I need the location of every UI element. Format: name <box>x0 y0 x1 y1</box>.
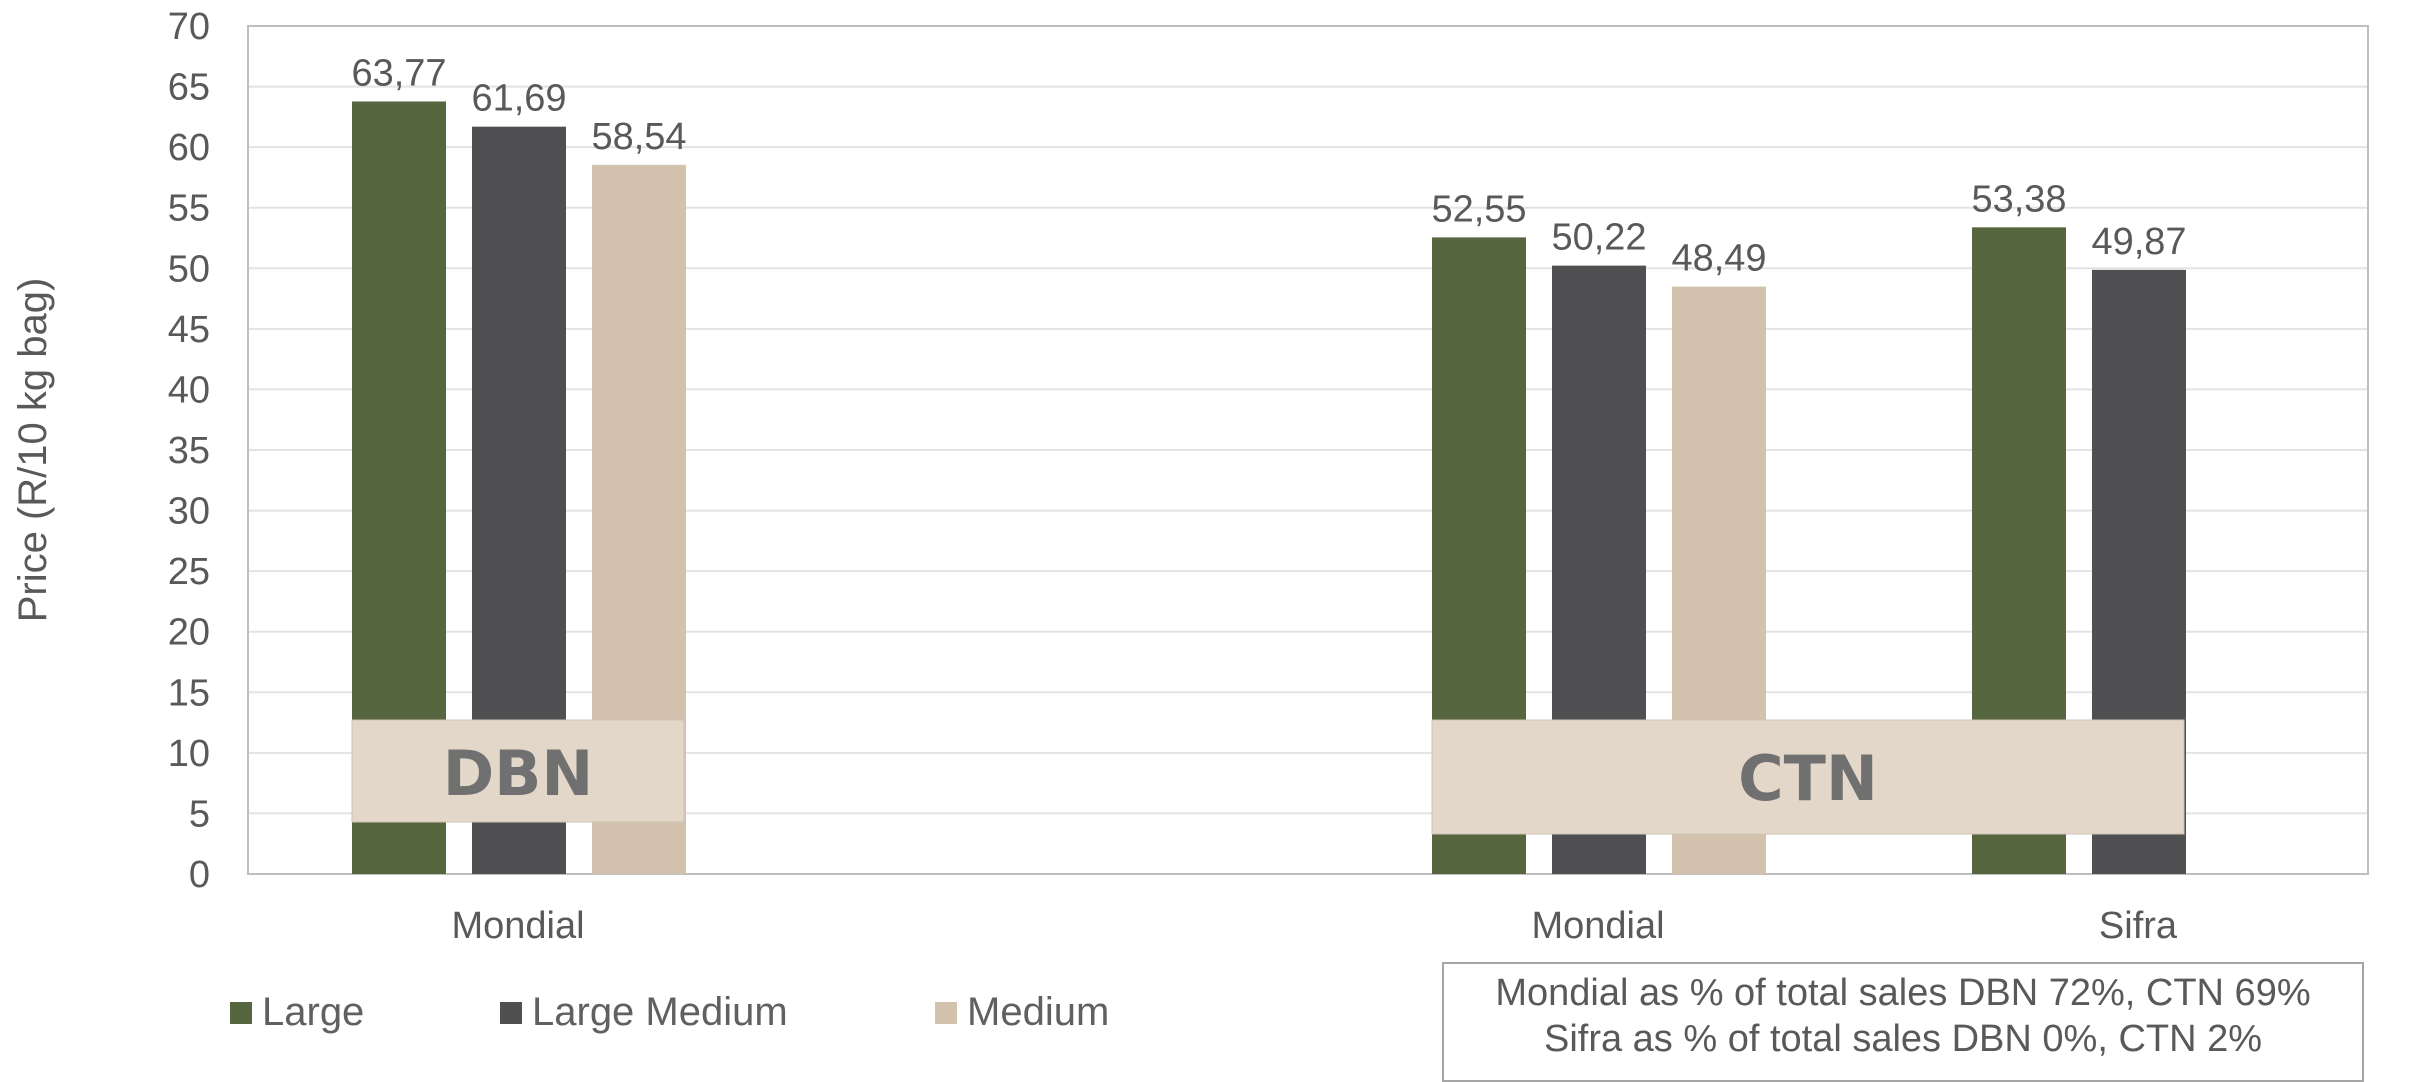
data-label: 58,54 <box>591 116 686 158</box>
y-tick-label: 60 <box>168 127 210 169</box>
data-label: 53,38 <box>1971 178 2066 220</box>
y-tick-label: 5 <box>189 793 210 835</box>
x-category-label: Mondial <box>1531 905 1664 947</box>
note-line-sifra: Sifra as % of total sales DBN 0%, CTN 2% <box>1543 1018 2263 1060</box>
y-tick-label: 40 <box>168 369 210 411</box>
legend-label-large-medium: Large Medium <box>532 990 788 1034</box>
legend: Large Large Medium Medium <box>230 990 1109 1035</box>
sales-share-note: Mondial as % of total sales DBN 72%, CTN… <box>1442 962 2364 1082</box>
legend-item-large-medium: Large Medium <box>500 990 935 1035</box>
region-banner <box>1431 719 2185 835</box>
y-tick-label: 50 <box>168 248 210 290</box>
data-label: 52,55 <box>1431 188 1526 230</box>
y-tick-label: 25 <box>168 551 210 593</box>
legend-swatch-large-medium <box>500 1001 522 1024</box>
note-line-mondial: Mondial as % of total sales DBN 72%, CTN… <box>1495 972 2311 1014</box>
legend-label-large: Large <box>262 990 365 1034</box>
legend-item-large: Large <box>230 990 500 1035</box>
region-label: CTN <box>1738 742 1878 815</box>
y-tick-label: 70 <box>168 6 210 48</box>
region-label: DBN <box>443 737 594 810</box>
data-label: 49,87 <box>2091 221 2186 263</box>
data-label: 61,69 <box>471 78 566 120</box>
legend-item-medium: Medium <box>935 990 1109 1035</box>
y-tick-label: 0 <box>189 854 210 896</box>
y-tick-label: 20 <box>168 612 210 654</box>
y-tick-label: 55 <box>168 188 210 230</box>
legend-label-medium: Medium <box>967 990 1110 1034</box>
legend-swatch-medium <box>935 1001 957 1024</box>
data-label: 50,22 <box>1551 217 1646 259</box>
data-label: 48,49 <box>1671 238 1766 280</box>
y-tick-label: 65 <box>168 67 210 109</box>
x-category-label: Sifra <box>2099 905 2178 947</box>
y-tick-label: 10 <box>168 733 210 775</box>
region-banner <box>351 719 685 823</box>
x-category-label: Mondial <box>451 905 584 947</box>
y-tick-label: 30 <box>168 491 210 533</box>
y-tick-label: 35 <box>168 430 210 472</box>
y-tick-label: 15 <box>168 672 210 714</box>
y-tick-label: 45 <box>168 309 210 351</box>
legend-swatch-large <box>230 1001 252 1024</box>
data-label: 63,77 <box>351 52 446 94</box>
y-axis-title: Price (R/10 kg bag) <box>11 278 55 623</box>
